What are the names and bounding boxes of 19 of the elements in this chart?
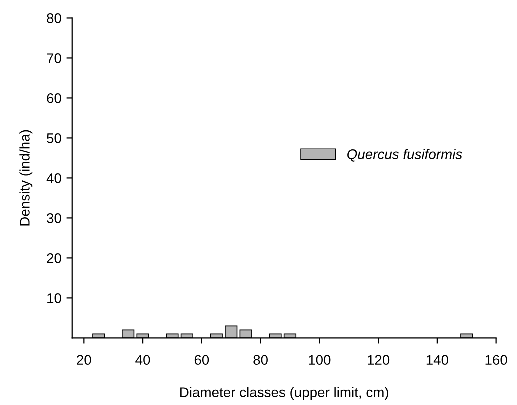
y-tick-label: 30 <box>47 214 62 224</box>
x-tick-label: 140 <box>426 355 448 366</box>
x-tick-label: 120 <box>368 355 390 366</box>
y-axis-title: Density (ind/ha) <box>20 130 33 226</box>
y-tick-label: 60 <box>47 94 62 104</box>
y-tick-label: 50 <box>47 134 62 144</box>
x-tick-label: 80 <box>254 355 268 366</box>
x-tick-label: 40 <box>136 355 150 366</box>
x-tick-label: 160 <box>486 355 508 366</box>
x-tick-label: 20 <box>77 355 92 366</box>
y-tick-label: 20 <box>47 254 62 264</box>
y-tick-label: 40 <box>46 174 62 184</box>
y-tick-label: 10 <box>48 294 62 304</box>
y-tick-label: 80 <box>47 14 62 24</box>
x-tick-label: 100 <box>309 355 331 366</box>
x-axis-title: Diameter classes (upper limit, cm) <box>180 387 388 400</box>
y-tick-label: 70 <box>47 54 62 64</box>
x-tick-label: 60 <box>194 355 210 366</box>
legend-label: Quercus fusiformis <box>348 149 462 162</box>
